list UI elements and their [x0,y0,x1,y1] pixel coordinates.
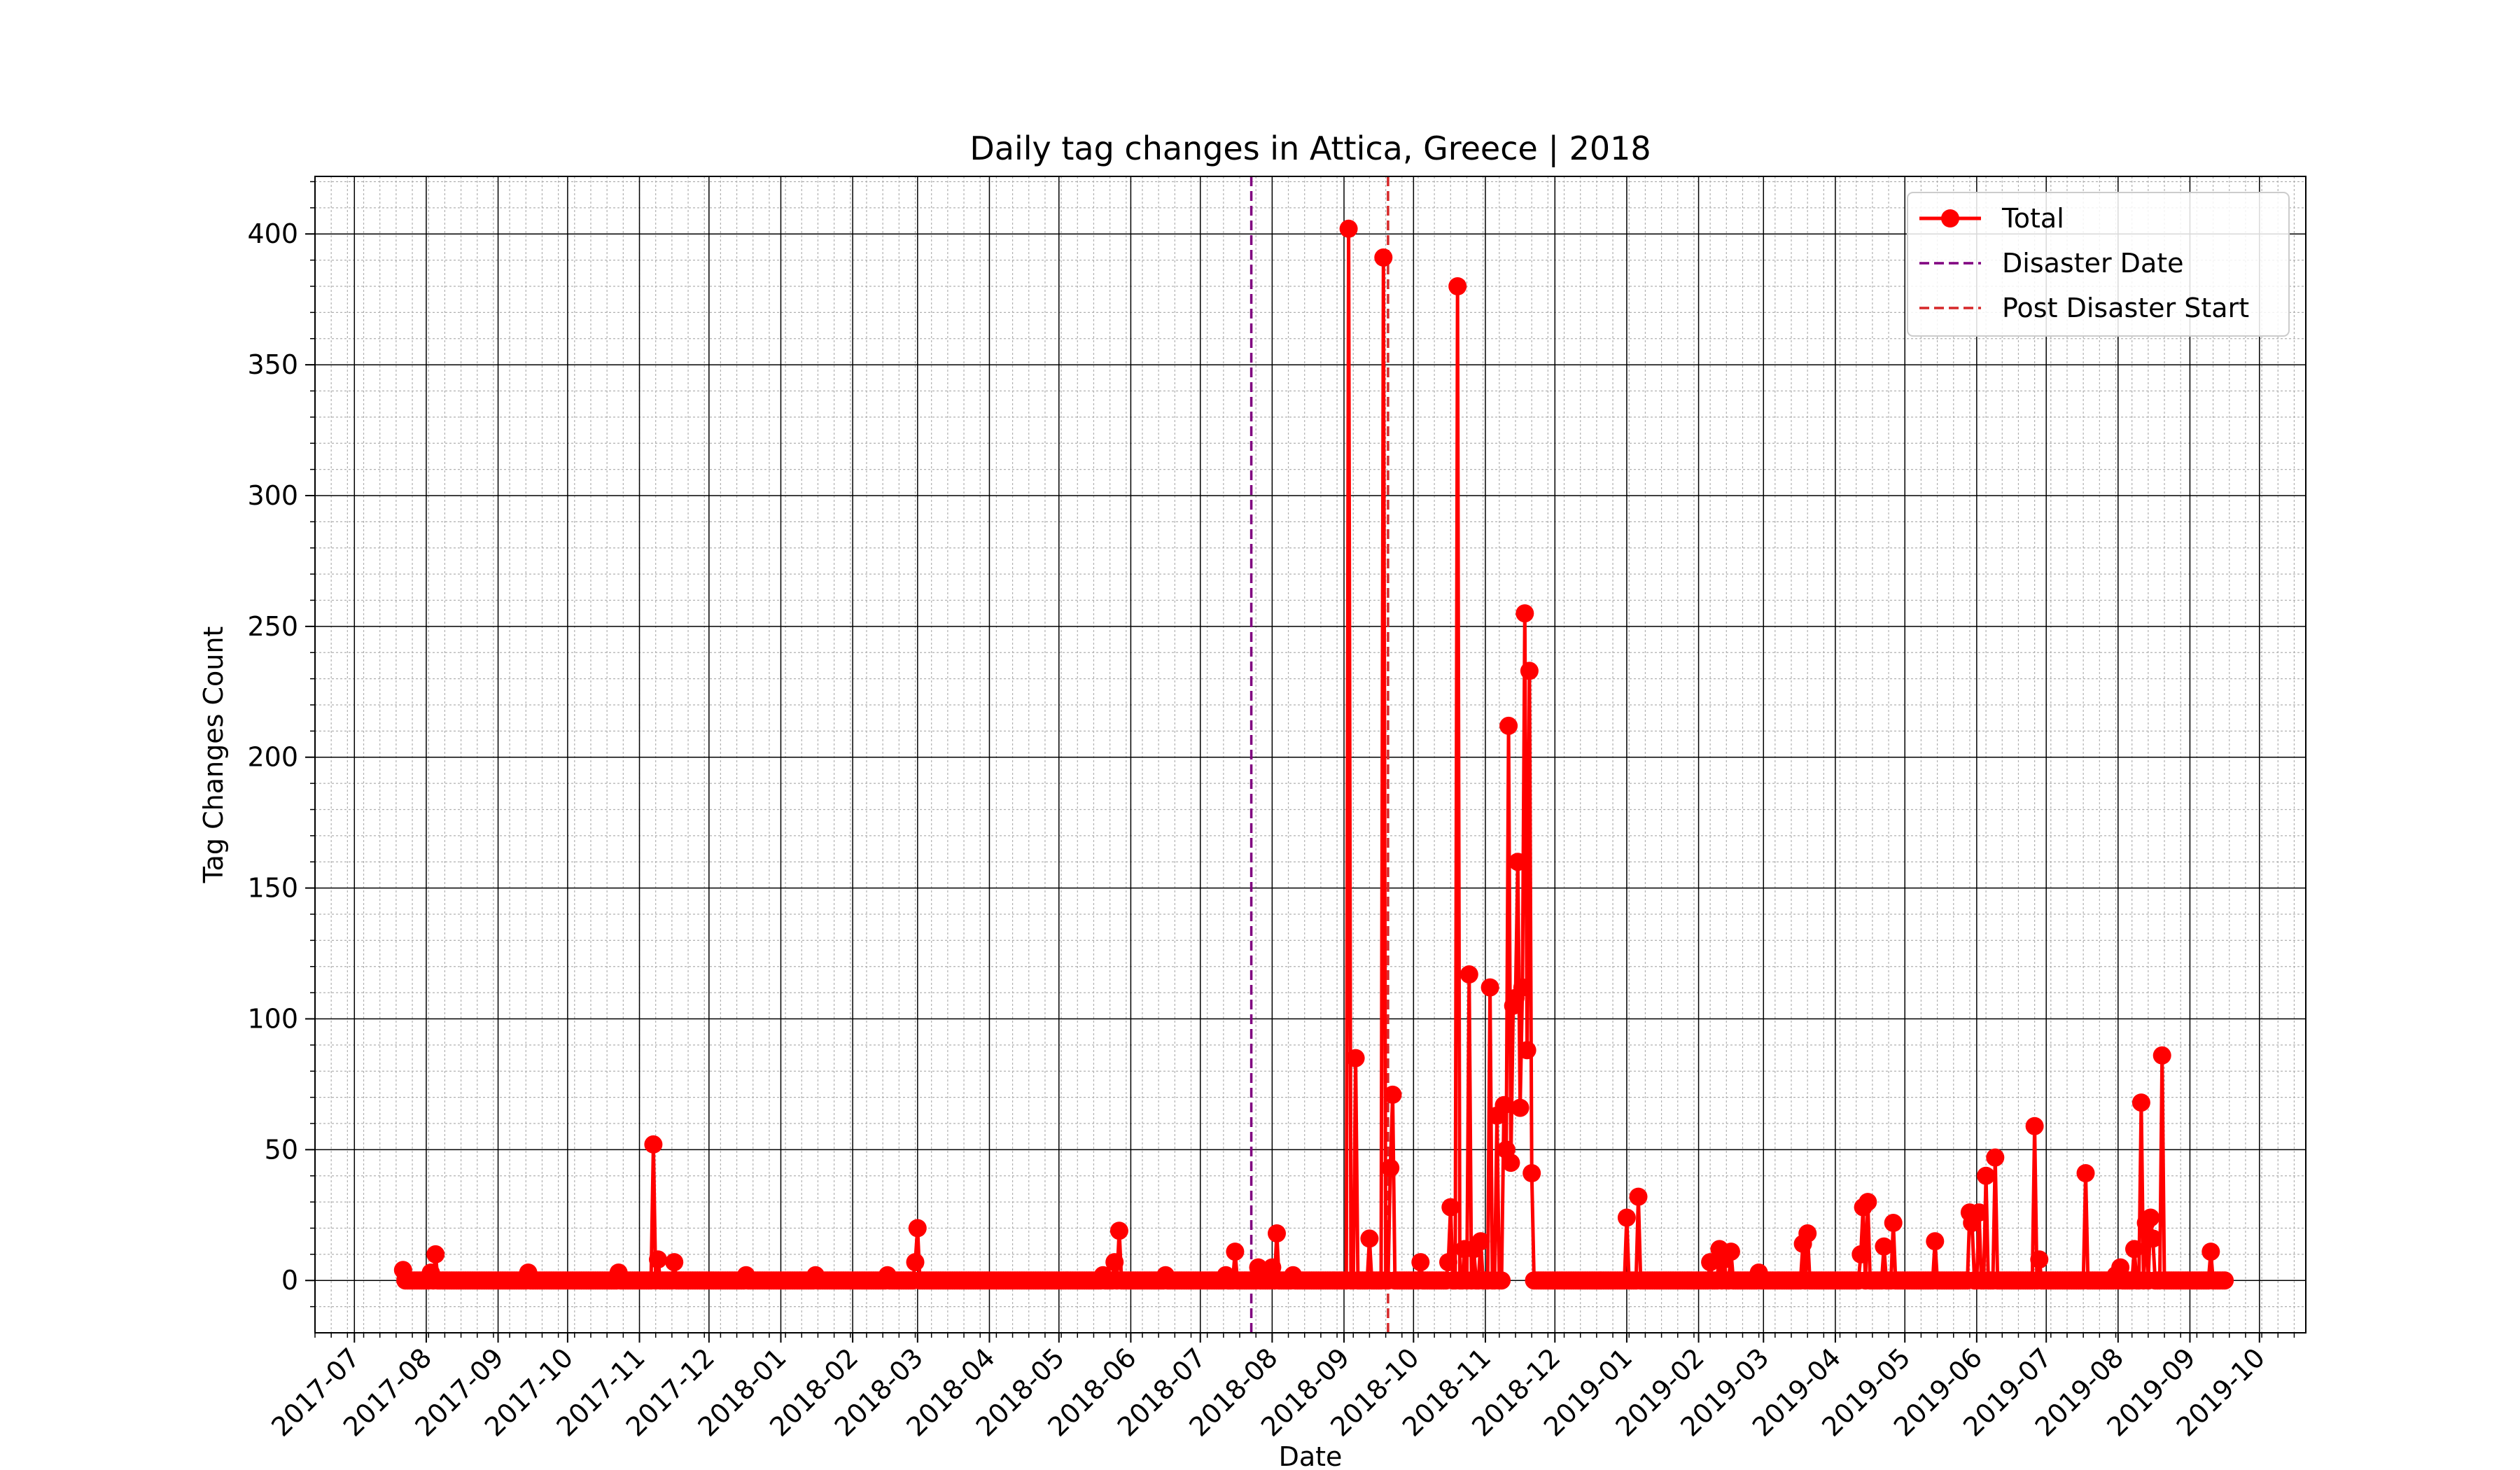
legend-total-label: Total [2001,203,2064,234]
data-point [1381,1158,1400,1177]
legend-disaster-date-label: Disaster Date [2002,248,2184,279]
data-point [2076,1164,2095,1182]
y-tick-label: 350 [247,349,298,380]
y-tick-label: 250 [247,611,298,642]
y-tick-label: 200 [247,742,298,773]
data-point [2132,1093,2150,1112]
data-point [1516,604,1534,623]
y-axis: 0 50 100 150 200 250 300 350 400 [247,181,315,1308]
data-point [1858,1193,1877,1212]
data-point [1629,1187,1648,1206]
data-point [1339,219,1358,238]
data-point [426,1245,445,1264]
data-point [1441,1198,1460,1217]
data-point [1105,1253,1124,1272]
data-point [1926,1232,1945,1251]
x-axis-title: Date [1279,1441,1343,1470]
data-point [1110,1222,1128,1240]
series-total-markers [393,219,2234,1290]
y-tick-label: 0 [281,1265,298,1296]
y-tick-label: 400 [247,218,298,249]
data-point [1520,662,1539,680]
data-point [1977,1166,1996,1185]
y-tick-label: 300 [247,480,298,511]
y-axis-title: Tag Changes Count [198,626,229,884]
y-tick-label: 50 [265,1134,298,1165]
y-tick-label: 100 [247,1003,298,1034]
data-point [1798,1224,1817,1242]
data-point [2125,1240,2143,1259]
data-point [1511,1098,1530,1117]
data-point [644,1135,663,1154]
data-point [1460,965,1478,983]
y-tick-label: 150 [247,873,298,904]
data-point [2030,1250,2049,1269]
data-point [1374,248,1393,267]
data-point [1360,1229,1379,1248]
data-point [1513,978,1532,997]
data-point [1268,1224,1286,1242]
data-point [1480,978,1499,997]
data-point [1518,1041,1536,1060]
chart-title: Daily tag changes in Attica, Greece | 20… [969,130,1651,168]
data-point [1701,1253,1720,1272]
data-point [1851,1245,1870,1264]
data-point [1439,1253,1457,1272]
data-point [1721,1242,1740,1261]
data-point [1494,1096,1513,1114]
data-point [1502,1154,1520,1172]
data-point [2143,1229,2162,1248]
data-point [1383,1085,1402,1104]
data-point [665,1253,684,1272]
data-point [1471,1232,1490,1251]
legend: Total Disaster Date Post Disaster Start [1907,192,2290,337]
plot-area [315,176,2306,1333]
data-point [2216,1271,2234,1290]
major-grid [315,176,2306,1333]
data-point [1492,1271,1511,1290]
data-point [1875,1237,1893,1256]
data-point [906,1253,925,1272]
data-point [1617,1208,1636,1227]
data-point [1986,1148,2005,1167]
plot-frame [314,176,2306,1334]
data-point [649,1250,667,1269]
data-point [1411,1253,1430,1272]
data-point [2202,1242,2220,1261]
data-point [1226,1242,1245,1261]
legend-total-marker [1941,209,1959,227]
data-point [2141,1208,2160,1227]
data-point [1970,1203,1989,1222]
data-point [1508,853,1527,872]
data-point [1522,1164,1541,1182]
legend-box [1907,192,2290,337]
legend-post-disaster-label: Post Disaster Start [2002,293,2249,323]
data-point [1346,1049,1365,1068]
data-point [908,1219,927,1238]
data-point [1448,277,1467,295]
data-point [1499,716,1518,735]
data-point [1884,1214,1903,1232]
data-point [2025,1116,2044,1135]
data-point [2152,1046,2171,1065]
reference-lines [1250,176,1390,1333]
